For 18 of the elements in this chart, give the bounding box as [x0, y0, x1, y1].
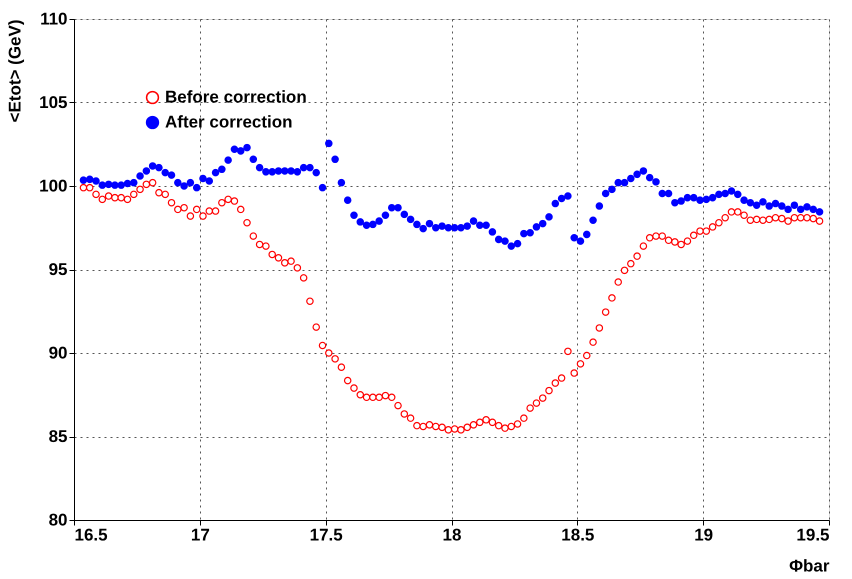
y-tick-label: 105 [39, 93, 68, 112]
x-tick-label: 18.5 [561, 526, 594, 544]
x-tick-label: 16.5 [74, 526, 108, 544]
x-tick-label: 19.5 [796, 526, 830, 544]
x-tick-label: 19 [694, 526, 714, 544]
y-tick-label: 90 [48, 344, 68, 362]
x-axis-title: Φbar [789, 556, 830, 576]
y-tick-label: 110 [40, 10, 68, 28]
y-axis-title: <Etot> (GeV) [6, 20, 24, 122]
y-tick-label: 95 [48, 260, 68, 279]
legend-label: After correction [165, 112, 293, 132]
y-tick-label: 100 [39, 176, 68, 196]
legend-label: Before correction [165, 88, 307, 106]
x-tick-label: 18 [442, 526, 462, 544]
x-tick-label: 17 [190, 526, 210, 544]
y-tick-label: 85 [48, 427, 68, 446]
x-tick-label: 17.5 [310, 526, 343, 544]
y-tick-label: 80 [48, 510, 68, 530]
